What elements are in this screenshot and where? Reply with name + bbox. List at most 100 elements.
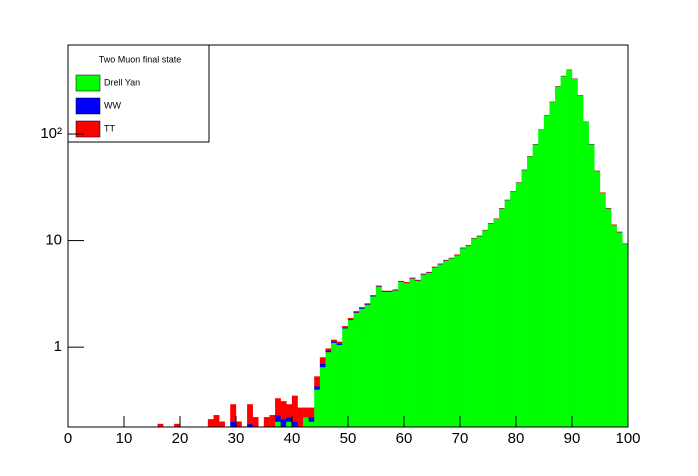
bar: [571, 78, 578, 427]
bar: [521, 169, 528, 427]
legend-swatch: [75, 120, 101, 138]
bar: [252, 417, 259, 427]
x-tick-label: 30: [228, 430, 245, 447]
bar: [342, 328, 349, 427]
bar: [269, 414, 276, 427]
bar: [319, 357, 326, 364]
bar: [605, 208, 612, 427]
bar: [532, 144, 539, 427]
legend-label: WW: [104, 100, 121, 110]
bar: [263, 417, 270, 427]
bar: [342, 326, 349, 328]
bar: [235, 421, 242, 427]
bar: [331, 341, 337, 343]
bar: [347, 318, 354, 320]
bar: [538, 129, 545, 427]
x-tick-label: 60: [396, 430, 413, 447]
bar: [325, 351, 332, 427]
bar: [392, 290, 399, 427]
legend: Two Muon final state Drell Yan WW TT: [67, 44, 210, 143]
bar: [599, 192, 606, 427]
bar: [359, 308, 365, 427]
bar: [415, 280, 421, 427]
plot-area: [157, 69, 628, 427]
bar: [319, 363, 326, 368]
bar: [566, 69, 573, 427]
bar: [527, 156, 533, 427]
bar: [207, 419, 214, 427]
bar: [515, 182, 522, 427]
bar: [275, 414, 281, 422]
bar: [325, 348, 332, 351]
bar: [336, 341, 343, 344]
bar: [437, 264, 444, 427]
bar: [594, 170, 601, 427]
x-tick-label: 40: [284, 430, 301, 447]
bar: [387, 291, 393, 427]
y-tick-label: 1: [54, 338, 62, 355]
bar: [247, 423, 253, 427]
bar: [392, 289, 399, 291]
bar: [157, 423, 164, 427]
bar: [431, 267, 438, 427]
legend-swatch: [75, 97, 101, 115]
bar: [247, 404, 253, 425]
bar: [443, 260, 449, 427]
bar: [583, 121, 589, 427]
bar: [403, 282, 410, 427]
x-tick-label: 50: [340, 430, 357, 447]
bar: [370, 295, 377, 296]
bar: [286, 404, 293, 418]
bar: [336, 343, 343, 346]
y-tick-label: 10²: [40, 125, 62, 142]
bar: [499, 208, 505, 427]
x-tick-label: 100: [615, 430, 640, 447]
bar: [275, 421, 281, 427]
bar: [611, 224, 617, 427]
bar: [555, 86, 561, 427]
bar: [616, 232, 623, 427]
bar: [325, 350, 332, 353]
bar: [370, 296, 377, 427]
x-tick-label: 10: [116, 430, 133, 447]
bar: [291, 395, 298, 422]
bar: [213, 414, 220, 427]
bar: [314, 386, 321, 390]
bar: [543, 115, 550, 427]
bar: [448, 258, 455, 427]
bar: [219, 421, 225, 427]
bar: [308, 407, 315, 418]
bar: [280, 401, 287, 420]
bar: [275, 398, 281, 416]
bar: [364, 304, 371, 427]
bar: [487, 223, 494, 427]
bar: [577, 95, 584, 427]
x-tick-label: 0: [64, 430, 72, 447]
bar: [465, 245, 472, 427]
bar: [347, 319, 354, 427]
bar: [303, 407, 309, 418]
x-tick-label: 90: [564, 430, 581, 447]
bar: [588, 144, 595, 427]
bar: [459, 247, 466, 427]
bar: [426, 272, 433, 427]
legend-label: TT: [104, 123, 115, 133]
bar: [331, 342, 337, 427]
bar: [482, 230, 489, 427]
bar: [353, 312, 360, 427]
bar: [336, 344, 343, 427]
bar: [308, 421, 315, 427]
bar: [493, 218, 500, 427]
x-tick-label: 80: [508, 430, 525, 447]
bar: [174, 423, 181, 427]
bar: [286, 417, 293, 422]
bar: [476, 236, 483, 427]
bar: [381, 291, 388, 427]
bar: [510, 191, 517, 427]
bar: [381, 290, 388, 292]
bar: [409, 278, 416, 427]
bar: [398, 281, 405, 427]
bar: [375, 286, 382, 427]
